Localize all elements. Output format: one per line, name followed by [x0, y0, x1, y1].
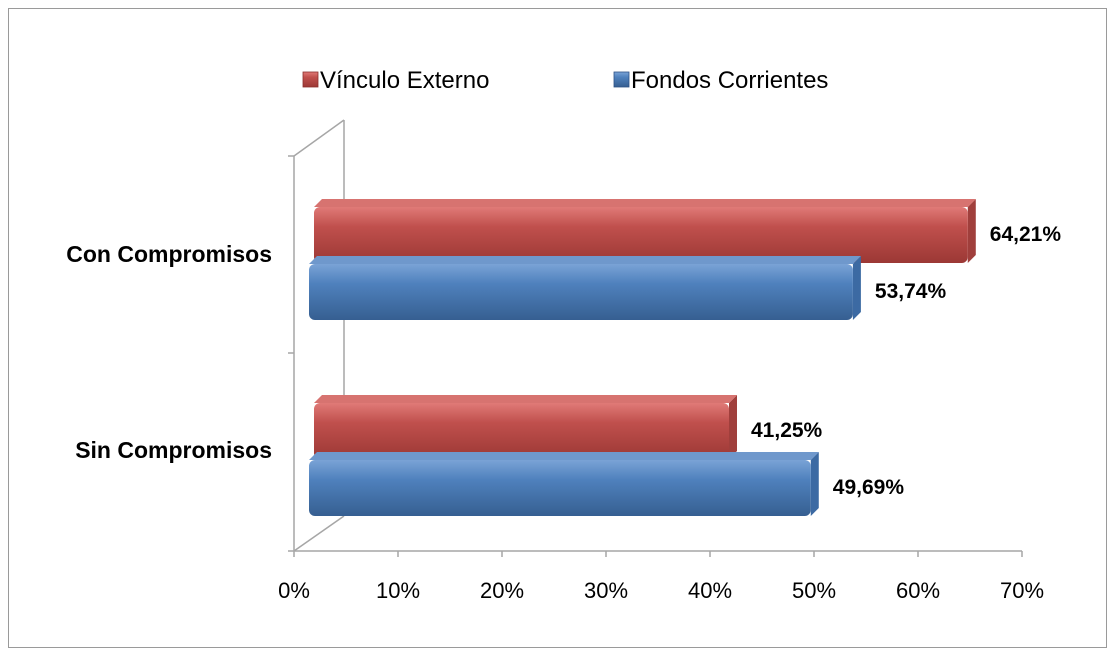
bar-top: [309, 452, 819, 460]
bar-top: [309, 256, 861, 264]
bar: [314, 403, 729, 459]
data-label: 53,74%: [875, 280, 947, 303]
data-label: 49,69%: [833, 476, 905, 499]
side-wall-bottom-edge: [293, 515, 345, 552]
category-label: Con Compromisos: [66, 241, 272, 267]
legend: Vínculo Externo Fondos Corrientes: [302, 67, 828, 94]
x-tick-label: 10%: [376, 578, 420, 603]
x-tick-label: 70%: [1000, 578, 1044, 603]
chart-frame: [8, 8, 1107, 648]
bars: [309, 199, 976, 516]
legend-swatch-blue: [613, 71, 630, 88]
bar-side: [967, 199, 976, 263]
bar: [309, 460, 811, 516]
legend-item-vinculo-externo: Vínculo Externo: [302, 67, 489, 94]
x-tick-label: 30%: [584, 578, 628, 603]
bar-side: [852, 256, 861, 320]
x-tick-label: 50%: [792, 578, 836, 603]
legend-swatch-red: [302, 71, 319, 88]
data-labels: 64,21% 53,74% 41,25% 49,69%: [751, 223, 1061, 499]
x-tick-label: 60%: [896, 578, 940, 603]
bar: [314, 207, 968, 263]
legend-label: Vínculo Externo: [320, 67, 489, 94]
x-tick-label: 20%: [480, 578, 524, 603]
data-label: 41,25%: [751, 419, 823, 442]
bar-top: [314, 199, 976, 207]
legend-label: Fondos Corrientes: [631, 67, 828, 94]
category-label: Sin Compromisos: [75, 437, 272, 463]
bar-side: [729, 395, 737, 459]
legend-item-fondos-corrientes: Fondos Corrientes: [613, 67, 828, 94]
bar-side: [810, 452, 819, 516]
data-label: 64,21%: [990, 223, 1062, 246]
x-tick-label: 40%: [688, 578, 732, 603]
bar-top: [314, 395, 737, 403]
x-tick-label: 0%: [278, 578, 310, 603]
bar: [309, 264, 853, 320]
category-labels: Con Compromisos Sin Compromisos: [66, 241, 272, 463]
x-axis-ticks: 0% 10% 20% 30% 40% 50% 60% 70%: [278, 551, 1044, 603]
side-wall-top-edge: [293, 119, 345, 157]
